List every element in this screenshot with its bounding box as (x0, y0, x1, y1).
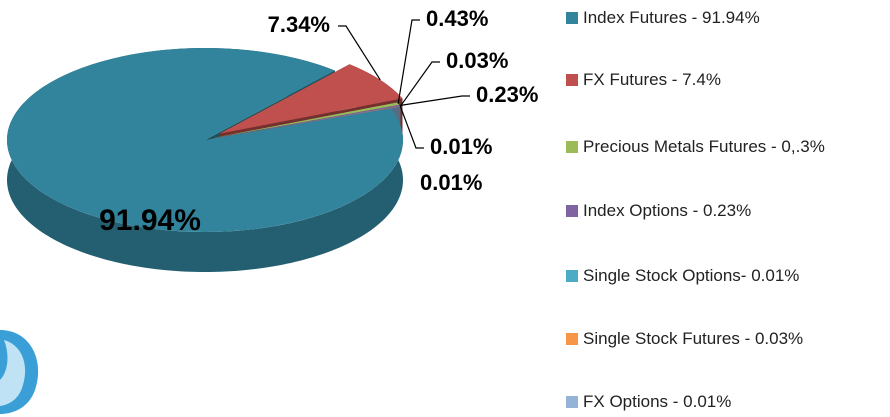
data-label: 0.01% (420, 170, 482, 195)
data-label: 7.34% (268, 12, 330, 37)
leader-line (400, 106, 424, 148)
legend-label: Single Stock Options- 0.01% (583, 260, 878, 291)
legend-swatch (566, 12, 578, 24)
legend-label: Index Futures - 91.94% (583, 2, 878, 33)
logo (0, 330, 38, 414)
legend-item: Single Stock Options- 0.01% (566, 260, 878, 291)
data-label: 91.94% (99, 204, 201, 237)
legend-item: Precious Metals Futures - 0,.3% (566, 131, 853, 162)
leader-line (400, 96, 470, 106)
leader-line (398, 20, 420, 104)
legend-item: FX Futures - 7.4% (566, 64, 878, 95)
legend-swatch (566, 396, 578, 408)
legend-swatch (566, 333, 578, 345)
legend-item: Single Stock Futures - 0.03% (566, 323, 878, 354)
legend-swatch (566, 270, 578, 282)
legend-label: Precious Metals Futures - 0,.3% (583, 131, 853, 162)
legend-label: Single Stock Futures - 0.03% (583, 323, 878, 354)
data-label: 0.01% (430, 134, 492, 159)
data-label: 0.23% (476, 82, 538, 107)
legend-item: FX Options - 0.01% (566, 386, 878, 417)
legend-swatch (566, 205, 578, 217)
slice-tops (7, 48, 403, 232)
legend-label: FX Futures - 7.4% (583, 64, 878, 95)
legend-item: Index Futures - 91.94% (566, 2, 878, 33)
legend-item: Index Options - 0.23% (566, 195, 878, 226)
legend-swatch (566, 74, 578, 86)
legend-label: FX Options - 0.01% (583, 386, 878, 417)
data-label: 0.03% (446, 48, 508, 73)
data-label: 0.43% (426, 6, 488, 31)
legend-label: Index Options - 0.23% (583, 195, 878, 226)
legend-swatch (566, 141, 578, 153)
